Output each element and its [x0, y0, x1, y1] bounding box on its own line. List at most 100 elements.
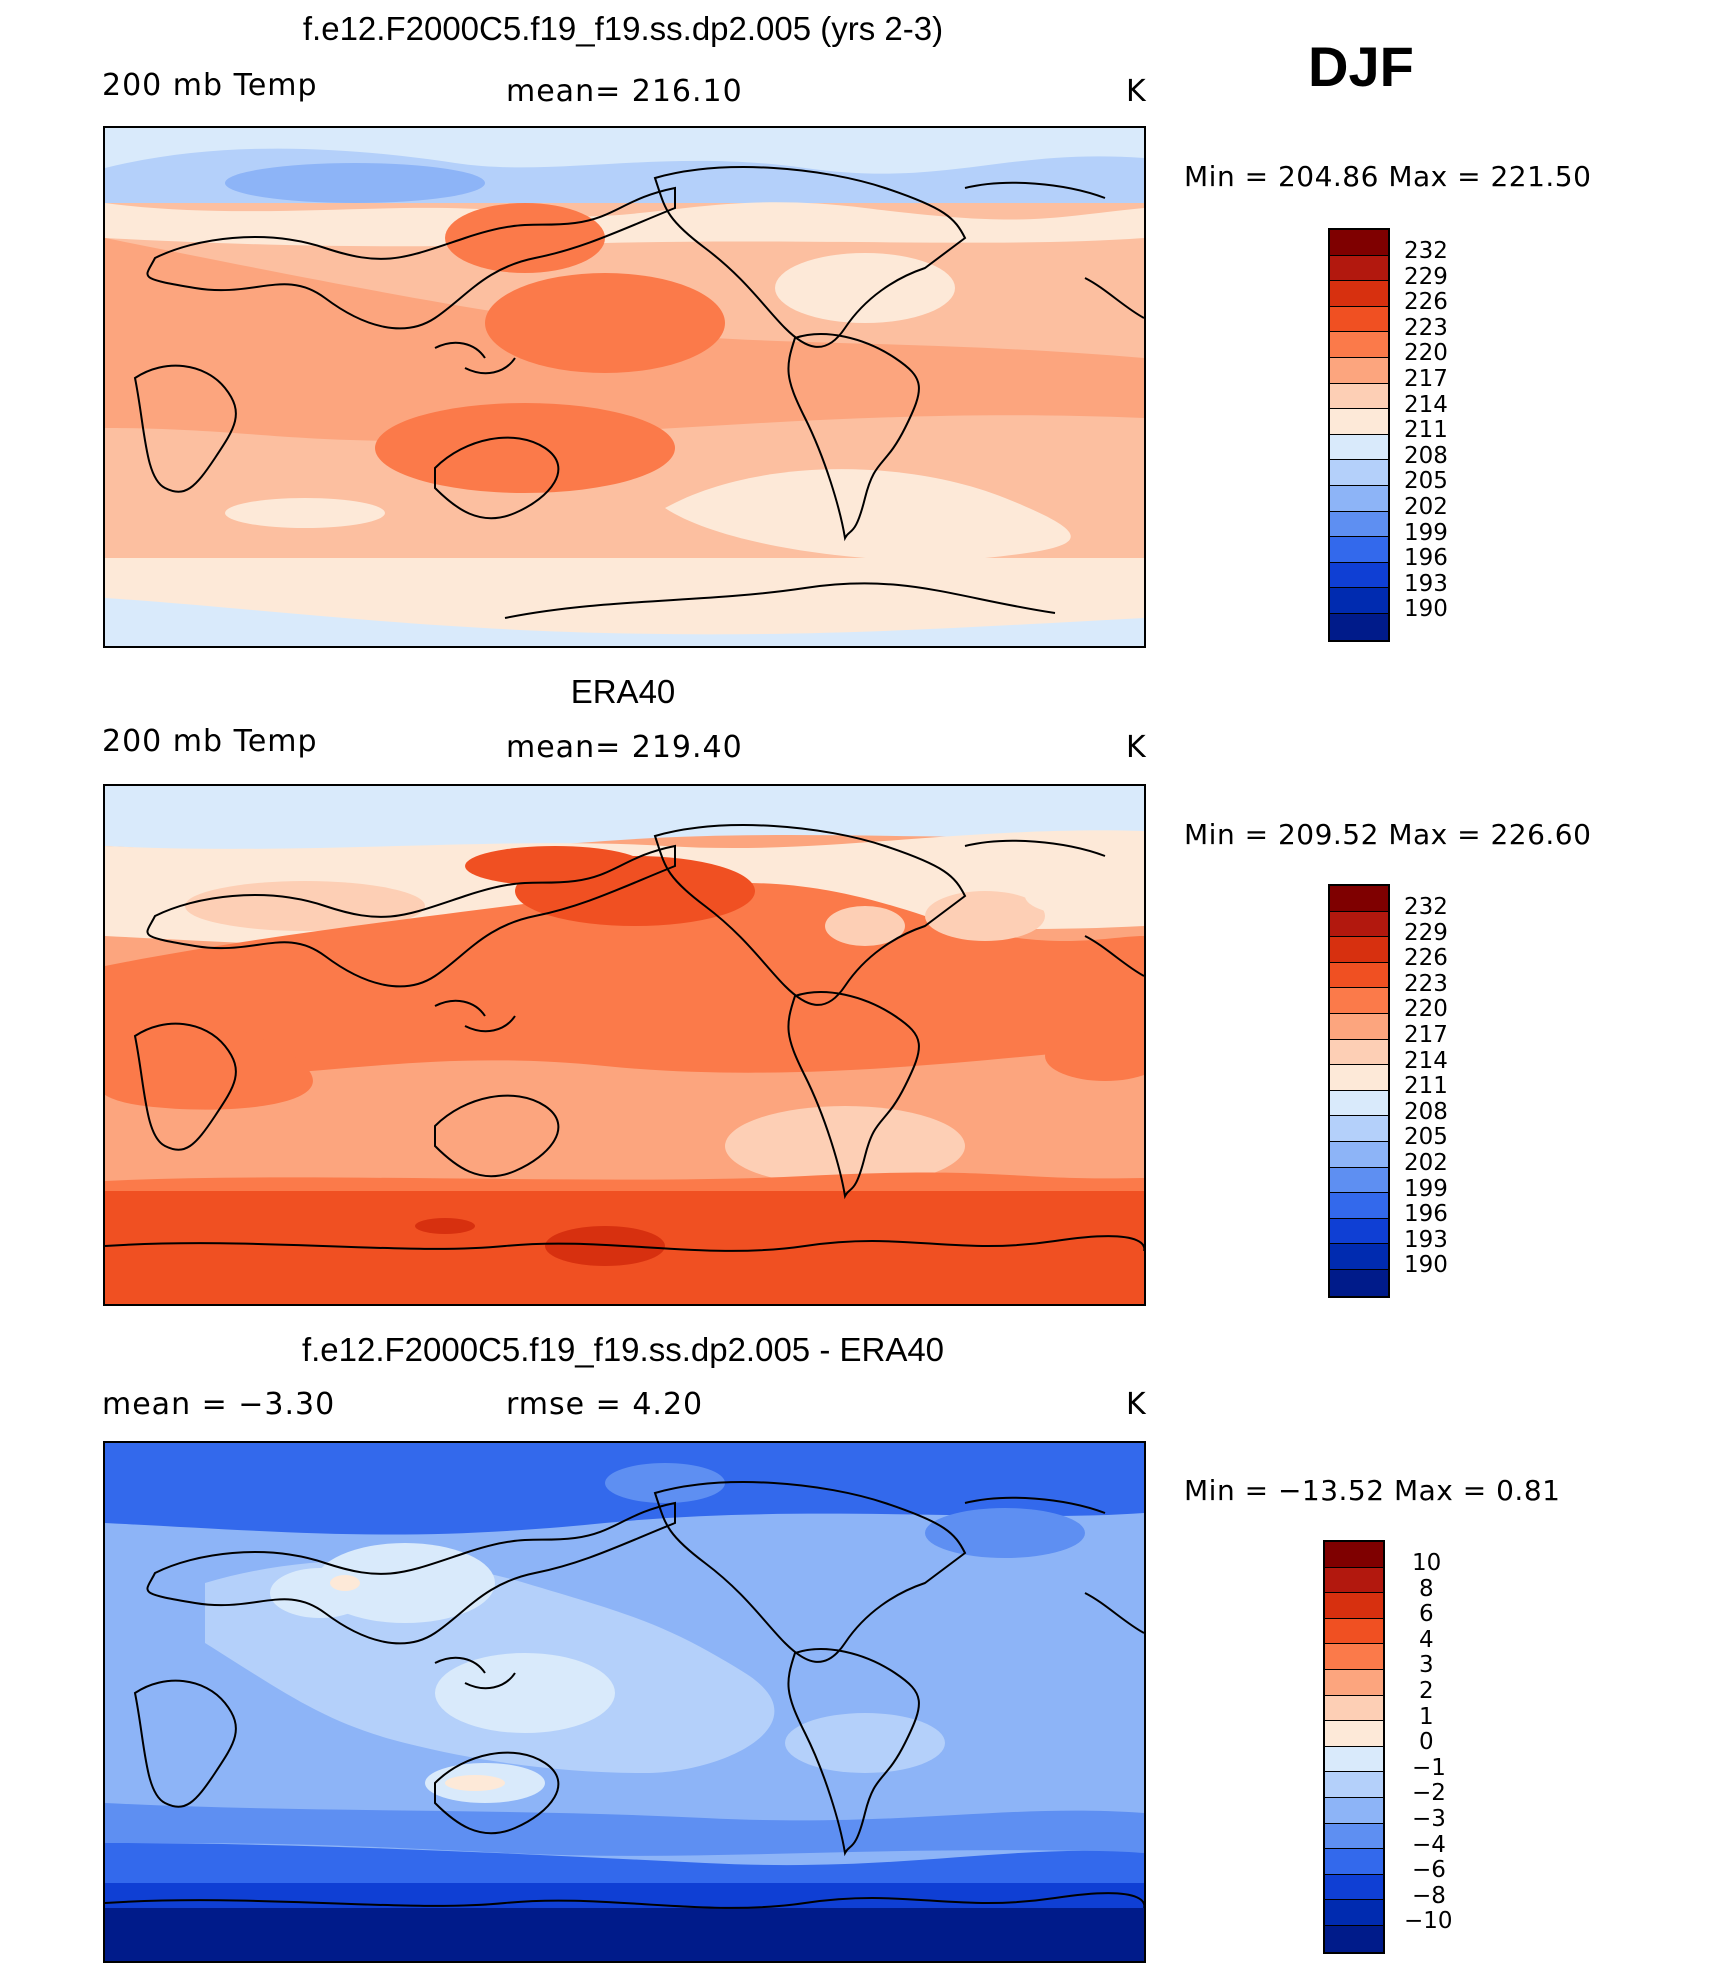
colorbar-tick: 0	[1419, 1729, 1434, 1756]
panel-1-variable-label: 200 mb Temp	[102, 68, 318, 103]
panel-1-colorbar-swatch	[1330, 537, 1388, 563]
panel-1-colorbar-swatch	[1330, 357, 1388, 384]
panel-1-colorbar-swatch	[1330, 281, 1388, 307]
colorbar-tick: 196	[1404, 545, 1448, 572]
panel-3-minmax: Min = −13.52 Max = 0.81	[1184, 1474, 1561, 1507]
panel-2-variable-label: 200 mb Temp	[102, 724, 318, 759]
colorbar-tick: 3	[1419, 1652, 1434, 1679]
colorbar-tick: −6	[1412, 1857, 1446, 1884]
colorbar-tick: 223	[1404, 970, 1448, 997]
panel-3-colorbar-swatch	[1325, 1669, 1383, 1696]
panel-1-colorbar-swatch	[1330, 485, 1388, 512]
panel-1-colorbar-swatch	[1330, 409, 1388, 435]
panel-1-colorbar-swatch	[1330, 383, 1388, 410]
colorbar-tick: 232	[1404, 238, 1448, 264]
panel-3-colorbar-swatch	[1325, 1823, 1383, 1850]
panel-2-colorbar-swatch	[1330, 1269, 1388, 1296]
colorbar-tick: 220	[1404, 340, 1448, 367]
colorbar-tick: 211	[1404, 1073, 1448, 1100]
panel-3-colorbar-swatch	[1325, 1593, 1383, 1619]
colorbar-tick: 202	[1404, 1150, 1448, 1176]
panel-1-colorbar-swatch	[1330, 511, 1388, 538]
panel-2-colorbar-swatch	[1330, 1116, 1388, 1142]
colorbar-tick: 193	[1404, 1226, 1448, 1253]
panel-1-colorbar-swatch	[1330, 434, 1388, 461]
panel-3-mean-label: mean = −3.30	[102, 1387, 336, 1422]
panel-2-mean-label: mean= 219.40	[506, 730, 743, 765]
colorbar-tick: 4	[1419, 1626, 1434, 1653]
panel-3-map-svg	[105, 1443, 1144, 1961]
colorbar-tick: 208	[1404, 1098, 1448, 1125]
panel-1-units: K	[1126, 74, 1147, 109]
panel-2-map-svg	[105, 786, 1144, 1304]
panel-2-colorbar-swatch	[1330, 1244, 1388, 1270]
colorbar-tick: 208	[1404, 442, 1448, 469]
panel-1-title: f.e12.F2000C5.f19_f19.ss.dp2.005 (yrs 2-…	[302, 10, 944, 47]
panel-2-colorbar-swatch	[1330, 886, 1388, 912]
colorbar-tick: 199	[1404, 1175, 1448, 1202]
panel-3-units: K	[1126, 1387, 1147, 1422]
panel-3-rmse-label: rmse = 4.20	[506, 1387, 704, 1422]
panel-2-colorbar-swatch	[1330, 962, 1388, 989]
colorbar-tick: −3	[1412, 1806, 1446, 1832]
panel-1-colorbar	[1328, 228, 1390, 642]
panel-2-colorbar-swatch	[1330, 1141, 1388, 1168]
panel-2-colorbar-swatch	[1330, 1039, 1388, 1066]
panel-2-colorbar-swatch	[1330, 937, 1388, 963]
panel-1-map-svg	[105, 128, 1144, 646]
colorbar-tick: 8	[1419, 1575, 1434, 1602]
panel-1-colorbar-swatch	[1330, 306, 1388, 333]
panel-3-colorbar-swatch	[1325, 1644, 1383, 1670]
colorbar-tick: −2	[1412, 1780, 1446, 1807]
colorbar-tick: 190	[1404, 596, 1448, 623]
panel-3-colorbar-swatch	[1325, 1772, 1383, 1798]
panel-2-colorbar-swatch	[1330, 1090, 1388, 1117]
panel-3-colorbar-swatch	[1325, 1849, 1383, 1875]
panel-2-colorbar-swatch	[1330, 988, 1388, 1014]
colorbar-tick: 205	[1404, 468, 1448, 495]
colorbar-tick: 190	[1404, 1252, 1448, 1279]
panel-1-colorbar-swatch	[1330, 613, 1388, 640]
colorbar-tick: 223	[1404, 314, 1448, 341]
colorbar-tick: −10	[1404, 1908, 1453, 1935]
colorbar-tick: −1	[1412, 1754, 1446, 1781]
colorbar-tick: 217	[1404, 1022, 1448, 1048]
colorbar-tick: 211	[1404, 417, 1448, 444]
colorbar-tick: 205	[1404, 1124, 1448, 1151]
panel-3-colorbar-swatch	[1325, 1618, 1383, 1645]
panel-2-title: ERA40	[570, 673, 676, 710]
panel-2-colorbar	[1328, 884, 1390, 1298]
panel-1-mean-label: mean= 216.10	[506, 74, 743, 109]
colorbar-tick: 1	[1419, 1703, 1434, 1730]
colorbar-tick: 232	[1404, 894, 1448, 920]
panel-1-colorbar-swatch	[1330, 332, 1388, 358]
panel-1-colorbar-swatch	[1330, 460, 1388, 486]
panel-3-colorbar-swatch	[1325, 1797, 1383, 1824]
panel-3-colorbar-swatch	[1325, 1746, 1383, 1773]
colorbar-tick: 226	[1404, 289, 1448, 316]
panel-2-map	[103, 784, 1146, 1306]
panel-2-units: K	[1126, 730, 1147, 765]
colorbar-tick: 217	[1404, 366, 1448, 392]
panel-1-map	[103, 126, 1146, 648]
panel-2-colorbar-swatch	[1330, 1193, 1388, 1219]
panel-3-colorbar-swatch	[1325, 1874, 1383, 1901]
panel-2-colorbar-swatch	[1330, 1013, 1388, 1040]
colorbar-tick: 229	[1404, 263, 1448, 290]
panel-2-colorbar-swatch	[1330, 1065, 1388, 1091]
colorbar-tick: 214	[1404, 1047, 1448, 1074]
colorbar-tick: 214	[1404, 391, 1448, 418]
colorbar-tick: 199	[1404, 519, 1448, 546]
panel-2-colorbar-swatch	[1330, 1218, 1388, 1245]
panel-2-colorbar-swatch	[1330, 911, 1388, 938]
panel-3-colorbar-swatch	[1325, 1567, 1383, 1594]
colorbar-tick: 196	[1404, 1201, 1448, 1228]
colorbar-tick: 202	[1404, 494, 1448, 520]
colorbar-tick: 193	[1404, 570, 1448, 597]
panel-1-colorbar-swatch	[1330, 230, 1388, 256]
panel-1-colorbar-swatch	[1330, 562, 1388, 589]
colorbar-tick: 6	[1419, 1601, 1434, 1628]
panel-1-minmax: Min = 204.86 Max = 221.50	[1184, 160, 1592, 193]
colorbar-tick: −8	[1412, 1882, 1446, 1909]
panel-3-colorbar-swatch	[1325, 1925, 1383, 1952]
